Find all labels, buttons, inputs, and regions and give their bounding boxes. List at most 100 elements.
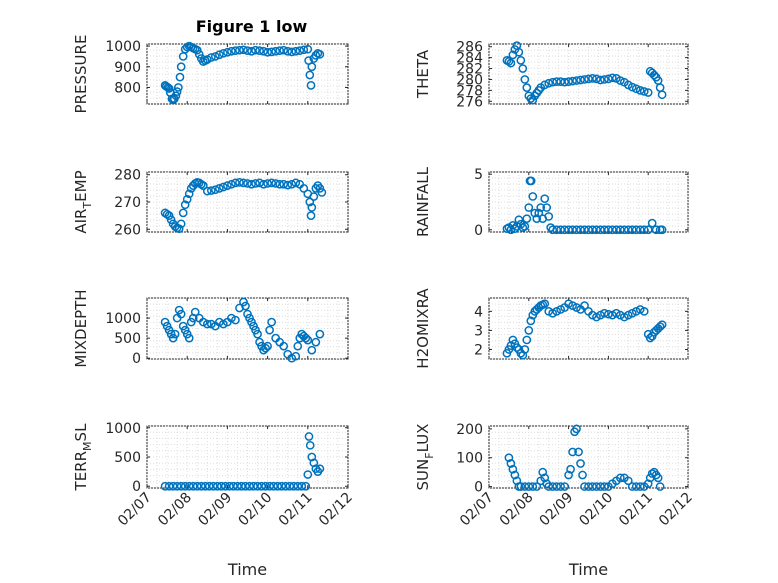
- data-point: [524, 203, 534, 212]
- grid-lines: [488, 43, 689, 105]
- data-point: [508, 464, 518, 474]
- data-point: [574, 447, 583, 457]
- data-point: [182, 194, 192, 204]
- data-point: [317, 188, 327, 197]
- data-point: [544, 212, 554, 221]
- data-point: [627, 82, 637, 92]
- data-point: [255, 178, 264, 188]
- y-tick-label: 284: [456, 51, 483, 67]
- data-point: [293, 481, 303, 491]
- data-series-mixdepth: [160, 297, 325, 363]
- data-point: [528, 95, 538, 105]
- data-point: [588, 74, 597, 83]
- data-point: [253, 481, 262, 491]
- y-tick-label: 500: [114, 331, 141, 347]
- data-point: [204, 481, 214, 491]
- x-tick-label: 02/07: [115, 490, 155, 530]
- data-point: [263, 47, 272, 57]
- data-point: [253, 329, 262, 339]
- data-point: [564, 470, 573, 480]
- data-point: [309, 458, 319, 468]
- data-point: [578, 470, 587, 480]
- data-point: [261, 481, 270, 491]
- data-point: [657, 225, 667, 235]
- data-point: [506, 459, 516, 468]
- data-point: [635, 482, 645, 491]
- data-point: [526, 316, 536, 326]
- data-point: [295, 46, 305, 55]
- y-axis-label: TERRMSL: [72, 423, 94, 492]
- data-point: [176, 481, 186, 491]
- data-point: [615, 473, 625, 483]
- data-point: [287, 179, 297, 189]
- data-point: [267, 317, 276, 327]
- y-axis-label: AIRTEMP: [72, 170, 94, 233]
- data-point: [303, 335, 313, 345]
- data-point: [241, 481, 250, 491]
- data-point: [168, 481, 178, 491]
- x-tick-label: 02/10: [576, 490, 616, 530]
- data-point: [307, 452, 317, 462]
- data-point: [162, 209, 172, 219]
- y-tick-label: 0: [132, 351, 141, 367]
- data-point: [623, 225, 633, 235]
- data-point: [170, 329, 180, 339]
- data-point: [271, 179, 280, 188]
- data-point: [536, 203, 546, 212]
- y-axis-label: THETA: [414, 49, 432, 99]
- y-tick-label: 282: [456, 62, 483, 78]
- data-point: [283, 46, 293, 56]
- data-point: [239, 178, 248, 188]
- y-tick-label: 1000: [105, 421, 141, 437]
- data-point: [647, 469, 657, 478]
- y-tick-label: 2: [474, 342, 483, 358]
- y-tick-label: 200: [456, 422, 483, 438]
- data-point: [623, 476, 633, 486]
- data-point: [305, 70, 315, 80]
- y-tick-label: 280: [114, 168, 141, 184]
- data-series-terr_msl: [160, 432, 325, 491]
- data-point: [307, 62, 317, 72]
- data-point: [174, 224, 184, 234]
- data-point: [243, 179, 252, 188]
- data-point: [196, 179, 206, 189]
- data-point: [572, 76, 581, 85]
- data-point: [530, 208, 540, 218]
- data-point: [306, 211, 316, 220]
- data-point: [532, 482, 542, 491]
- data-point: [588, 225, 597, 235]
- data-point: [608, 225, 617, 235]
- data-point: [534, 208, 544, 218]
- data-point: [635, 225, 645, 235]
- data-point: [247, 46, 256, 56]
- data-series-pressure: [160, 41, 325, 105]
- data-point: [315, 184, 325, 193]
- data-point: [235, 178, 244, 187]
- data-point: [311, 51, 321, 60]
- data-point: [596, 225, 605, 235]
- data-point: [217, 481, 226, 491]
- data-point: [548, 482, 558, 491]
- x-tick-label: 02/09: [195, 490, 235, 530]
- data-point: [200, 481, 210, 491]
- data-point: [219, 182, 228, 192]
- data-point: [301, 481, 311, 491]
- data-point: [520, 222, 530, 231]
- data-point: [522, 214, 532, 224]
- data-point: [576, 225, 585, 235]
- data-point: [604, 225, 613, 235]
- y-axis-label: SUNFLUX: [414, 424, 436, 491]
- data-point: [556, 225, 565, 235]
- data-series-sun_flux: [504, 424, 665, 491]
- data-point: [572, 424, 581, 434]
- data-point: [160, 481, 170, 491]
- data-point: [524, 482, 534, 491]
- data-point: [580, 301, 589, 310]
- data-point: [299, 184, 309, 193]
- y-tick-label: 900: [114, 60, 141, 76]
- data-point: [305, 197, 315, 207]
- data-point: [291, 178, 301, 188]
- data-point: [273, 481, 282, 491]
